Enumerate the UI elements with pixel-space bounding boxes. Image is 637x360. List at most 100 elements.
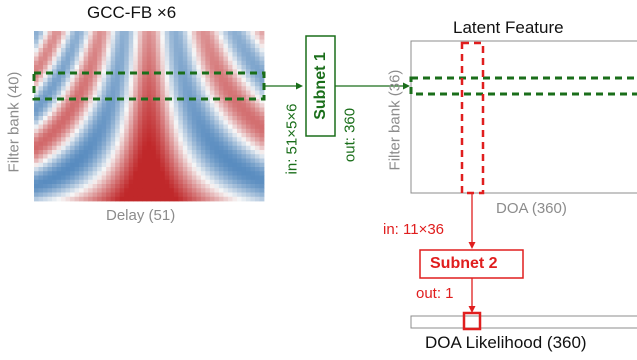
heatmap-cell (254, 77, 260, 83)
heatmap-cell (209, 60, 215, 66)
heatmap-cell (142, 162, 148, 168)
heatmap-cell (196, 35, 202, 40)
heatmap-cell (236, 162, 242, 168)
heatmap-cell (79, 184, 85, 189)
heatmap-cell (196, 48, 202, 53)
heatmap-cell (178, 124, 184, 130)
heatmap-cell (214, 99, 220, 104)
heatmap-cell (178, 137, 184, 142)
heatmap-cell (92, 116, 98, 121)
heatmap-cell (245, 86, 251, 91)
heatmap-cell (133, 128, 139, 134)
heatmap-cell (205, 39, 211, 45)
heatmap-cell (38, 111, 44, 117)
heatmap-cell (74, 162, 80, 168)
heatmap-cell (106, 192, 112, 198)
heatmap-cell (160, 133, 166, 138)
heatmap-cell (164, 73, 170, 79)
heatmap-cell (191, 52, 197, 57)
heatmap-cell (187, 192, 193, 198)
heatmap-cell (227, 175, 233, 181)
heatmap-cell (110, 107, 116, 113)
heatmap-cell (97, 99, 103, 104)
heatmap-cell (151, 86, 157, 91)
heatmap-cell (137, 158, 143, 164)
heatmap-cell (110, 31, 116, 36)
heatmap-cell (187, 52, 193, 57)
heatmap-cell (151, 154, 157, 159)
heatmap-cell (191, 141, 197, 147)
heatmap-cell (155, 82, 161, 87)
heatmap-cell (128, 82, 134, 87)
heatmap-cell (47, 120, 53, 125)
heatmap-cell (250, 94, 256, 100)
heatmap-cell (92, 103, 98, 108)
heatmap-cell (236, 86, 242, 91)
heatmap-cell (151, 116, 157, 121)
heatmap-cell (97, 133, 103, 138)
heatmap-cell (38, 77, 44, 83)
heatmap-cell (232, 77, 238, 83)
heatmap-cell (142, 188, 148, 193)
doa-likelihood-marker (462, 311, 482, 331)
heatmap-cell (200, 52, 206, 57)
heatmap-cell (160, 192, 166, 198)
heatmap-cell (182, 179, 188, 185)
heatmap-cell (65, 56, 71, 62)
heatmap-cell (205, 56, 211, 62)
heatmap-cell (115, 162, 121, 168)
heatmap-cell (245, 107, 251, 113)
heatmap-cell (74, 31, 80, 36)
heatmap-cell (92, 48, 98, 53)
heatmap-cell (56, 196, 62, 202)
heatmap-cell (97, 90, 103, 96)
heatmap-cell (254, 56, 260, 62)
heatmap-cell (205, 48, 211, 53)
heatmap-cell (254, 94, 260, 100)
heatmap-cell (124, 111, 130, 117)
heatmap-cell (169, 175, 175, 181)
heatmap-cell (83, 82, 89, 87)
heatmap-cell (34, 31, 39, 36)
heatmap-cell (182, 82, 188, 87)
heatmap-cell (97, 154, 103, 159)
heatmap-cell (61, 31, 66, 36)
heatmap-cell (52, 124, 57, 130)
heatmap-cell (65, 77, 71, 83)
heatmap-cell (214, 137, 220, 142)
heatmap-cell (146, 39, 152, 45)
heatmap-cell (254, 141, 260, 147)
heatmap-cell (182, 65, 188, 70)
heatmap-cell (128, 31, 134, 36)
heatmap-cell (83, 141, 89, 147)
heatmap-cell (250, 65, 256, 70)
heatmap-cell (214, 192, 220, 198)
heatmap-cell (43, 86, 48, 91)
heatmap-cell (56, 99, 62, 104)
heatmap-cell (106, 56, 112, 62)
heatmap-cell (178, 120, 184, 125)
heatmap-cell (173, 48, 179, 53)
heatmap-cell (214, 65, 220, 70)
heatmap-cell (209, 35, 215, 40)
heatmap-cell (88, 192, 94, 198)
heatmap-cell (106, 124, 112, 130)
heatmap-cell (200, 188, 206, 193)
heatmap-cell (236, 128, 242, 134)
heatmap-cell (151, 35, 157, 40)
heatmap-cell (56, 137, 62, 142)
heatmap-cell (155, 86, 161, 91)
heatmap-cell (236, 150, 242, 155)
latent-title: Latent Feature (453, 18, 564, 37)
heatmap-cell (83, 179, 89, 185)
heatmap-cell (88, 48, 94, 53)
heatmap-cell (43, 141, 48, 147)
heatmap-cell (241, 60, 247, 66)
heatmap-cell (241, 184, 247, 189)
heatmap-cell (173, 179, 179, 185)
heatmap-cell (83, 171, 89, 176)
heatmap-cell (115, 60, 121, 66)
heatmap-cell (137, 116, 143, 121)
heatmap-cell (160, 158, 166, 164)
heatmap-cell (133, 35, 139, 40)
